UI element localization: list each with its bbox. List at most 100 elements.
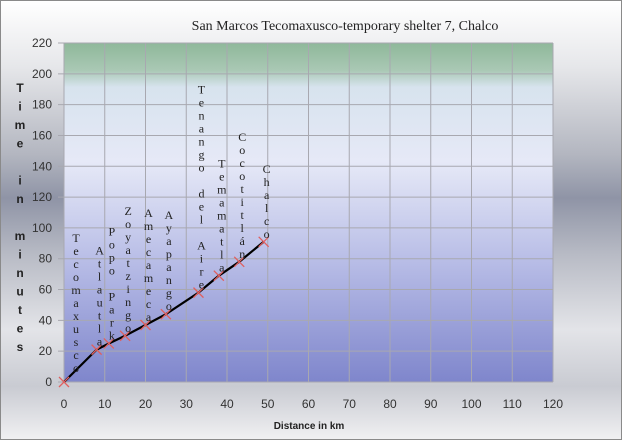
svg-text:e: e: [17, 137, 24, 151]
y-tick-label: 80: [39, 252, 53, 266]
svg-text:a: a: [125, 243, 131, 257]
svg-text:g: g: [198, 148, 204, 162]
svg-text:a: a: [146, 258, 152, 272]
svg-text:n: n: [198, 109, 204, 123]
y-tick-label: 20: [39, 344, 53, 358]
y-tick-label: 40: [39, 313, 53, 327]
svg-text:c: c: [240, 156, 245, 170]
svg-text:s: s: [17, 340, 24, 354]
y-tick-label: 120: [32, 190, 52, 204]
y-tick-label: 200: [32, 67, 52, 81]
svg-text:d: d: [198, 187, 204, 201]
svg-text:r: r: [199, 265, 203, 279]
svg-text:a: a: [219, 261, 225, 275]
svg-text:e: e: [146, 284, 151, 298]
svg-text:e: e: [199, 200, 204, 214]
svg-text:c: c: [146, 245, 151, 259]
svg-text:o: o: [264, 227, 270, 241]
svg-text:P: P: [108, 224, 115, 238]
gridlines: [58, 42, 554, 383]
x-marker-icon: [193, 287, 204, 299]
point-label: Chalco: [263, 162, 271, 241]
svg-text:n: n: [125, 295, 131, 309]
data-series: [58, 236, 270, 388]
x-tick-label: 90: [424, 397, 438, 411]
svg-text:a: a: [97, 283, 103, 297]
svg-text:o: o: [109, 237, 115, 251]
x-axis-label: Distance in km: [274, 421, 345, 432]
svg-text:o: o: [73, 270, 79, 284]
svg-text:y: y: [125, 230, 131, 244]
x-marker-icon: [58, 376, 70, 388]
point-labels: TecomaxuscoAtlautlaPopoParkZoyatzingoAme…: [71, 83, 270, 375]
svg-text:p: p: [166, 247, 172, 261]
x-tick-label: 20: [139, 397, 153, 411]
y-tick-label: 60: [39, 283, 53, 297]
x-tick-label: 110: [503, 397, 522, 411]
x-marker-icon: [213, 270, 225, 282]
svg-text:t: t: [98, 309, 102, 323]
point-label: Tecomaxusco: [71, 231, 81, 375]
y-tick-label: 140: [32, 159, 52, 173]
svg-text:o: o: [125, 321, 131, 335]
svg-text:n: n: [16, 266, 23, 280]
svg-text:n: n: [239, 247, 245, 261]
y-tick-label: 100: [32, 221, 52, 235]
svg-text:u: u: [73, 322, 79, 336]
svg-text:n: n: [198, 135, 204, 149]
svg-text:o: o: [73, 361, 79, 375]
svg-text:t: t: [241, 208, 245, 222]
x-tick-label: 50: [261, 397, 275, 411]
svg-text:a: a: [97, 335, 103, 349]
svg-text:T: T: [72, 231, 80, 245]
svg-text:k: k: [109, 328, 115, 342]
svg-text:m: m: [15, 229, 26, 243]
svg-text:n: n: [166, 273, 172, 287]
svg-text:t: t: [98, 257, 102, 271]
x-marker-icon: [233, 256, 245, 268]
svg-text:T: T: [218, 157, 226, 171]
svg-text:o: o: [109, 263, 115, 277]
svg-text:z: z: [125, 269, 130, 283]
svg-text:T: T: [198, 83, 206, 97]
svg-text:A: A: [165, 208, 174, 222]
chart-title: San Marcos Tecomaxusco-temporary shelter…: [192, 19, 499, 34]
svg-text:i: i: [241, 195, 245, 209]
svg-text:a: a: [264, 188, 270, 202]
x-marker-icon: [91, 344, 103, 356]
svg-text:o: o: [125, 217, 131, 231]
svg-text:t: t: [241, 182, 245, 196]
svg-text:c: c: [73, 257, 78, 271]
svg-text:l: l: [220, 248, 224, 262]
svg-text:a: a: [166, 234, 172, 248]
svg-text:A: A: [144, 206, 153, 220]
svg-text:á: á: [240, 234, 246, 248]
svg-text:a: a: [199, 122, 205, 136]
x-tick-label: 100: [461, 397, 481, 411]
svg-text:C: C: [238, 130, 246, 144]
x-tick-label: 80: [383, 397, 397, 411]
x-marker-icon: [160, 308, 172, 320]
svg-text:o: o: [198, 161, 204, 175]
svg-text:p: p: [109, 250, 115, 264]
svg-text:i: i: [18, 174, 21, 188]
svg-text:t: t: [220, 235, 224, 249]
x-tick-label: 60: [302, 397, 316, 411]
x-tick-label: 40: [220, 397, 234, 411]
svg-text:l: l: [98, 270, 102, 284]
svg-text:P: P: [108, 289, 115, 303]
svg-text:e: e: [73, 244, 78, 258]
svg-text:m: m: [144, 271, 154, 285]
svg-text:g: g: [125, 308, 131, 322]
svg-text:T: T: [16, 81, 24, 95]
svg-text:l: l: [200, 213, 204, 227]
svg-text:i: i: [18, 100, 21, 114]
svg-text:u: u: [16, 285, 23, 299]
